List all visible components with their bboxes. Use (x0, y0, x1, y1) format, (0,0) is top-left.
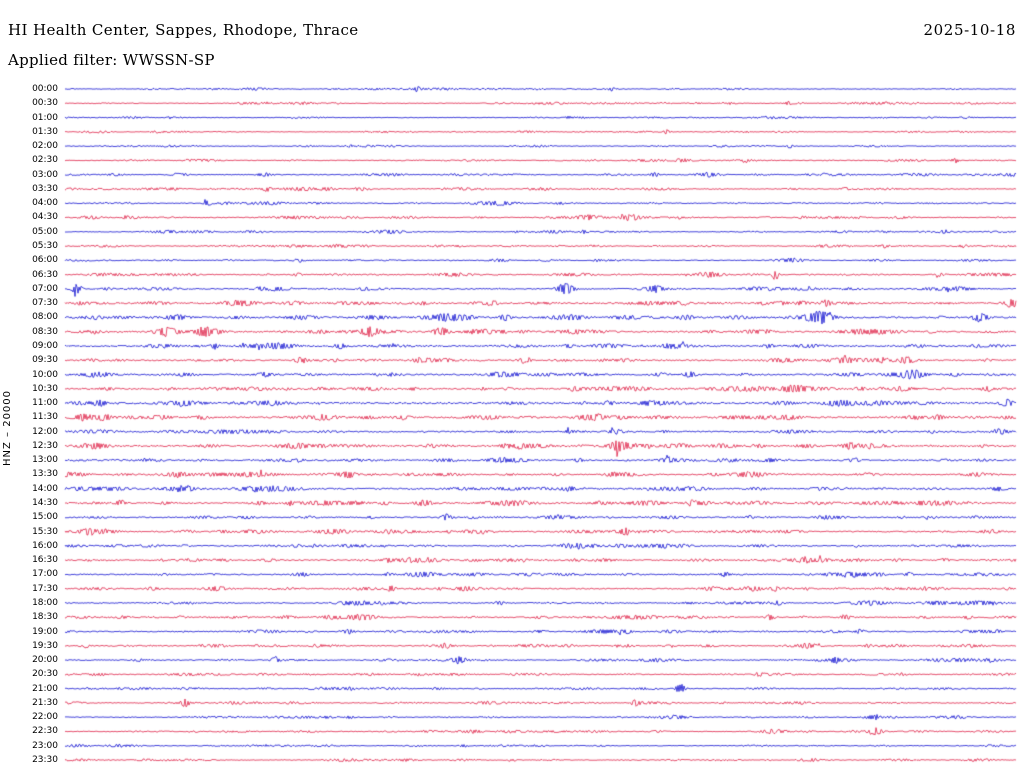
time-label: 02:30 (32, 155, 58, 166)
time-label: 06:30 (32, 269, 58, 280)
time-label: 20:30 (32, 669, 58, 680)
time-label: 05:00 (32, 226, 58, 237)
time-label: 08:30 (32, 326, 58, 337)
time-label: 17:30 (32, 583, 58, 594)
time-label: 09:00 (32, 340, 58, 351)
time-label: 03:30 (32, 183, 58, 194)
time-label: 02:00 (32, 141, 58, 152)
time-label: 00:30 (32, 98, 58, 109)
time-label: 18:30 (32, 612, 58, 623)
time-label: 15:00 (32, 512, 58, 523)
time-label: 07:00 (32, 283, 58, 294)
time-label: 16:30 (32, 555, 58, 566)
time-label: 14:00 (32, 483, 58, 494)
time-label: 21:00 (32, 683, 58, 694)
time-label: 11:30 (32, 412, 58, 423)
time-label: 04:00 (32, 198, 58, 209)
time-label: 00:00 (32, 84, 58, 94)
time-label: 10:30 (32, 383, 58, 394)
time-label: 01:30 (32, 126, 58, 137)
time-label: 07:30 (32, 298, 58, 309)
time-label: 17:00 (32, 569, 58, 580)
time-label: 03:00 (32, 169, 58, 180)
time-label: 05:30 (32, 241, 58, 252)
time-label: 21:30 (32, 697, 58, 708)
time-label: 19:00 (32, 626, 58, 637)
time-label: 10:00 (32, 369, 58, 380)
time-label: 19:30 (32, 640, 58, 651)
time-label: 22:30 (32, 726, 58, 737)
time-label: 15:30 (32, 526, 58, 537)
time-label: 08:00 (32, 312, 58, 323)
time-label: 12:00 (32, 426, 58, 437)
time-label: 23:30 (32, 755, 58, 766)
time-label: 11:00 (32, 398, 58, 409)
time-axis: 00:00 00:30 01:00 01:30 02:00 02:30 03:00 03:30… (0, 0, 60, 780)
time-label: 23:00 (32, 740, 58, 751)
time-label: 01:00 (32, 112, 58, 123)
time-label: 13:00 (32, 455, 58, 466)
time-label: 13:30 (32, 469, 58, 480)
time-label: 09:30 (32, 355, 58, 366)
time-label: 18:00 (32, 597, 58, 608)
time-label: 22:00 (32, 712, 58, 723)
time-label: 04:30 (32, 212, 58, 223)
time-label: 06:00 (32, 255, 58, 266)
time-label: 12:30 (32, 440, 58, 451)
time-label: 20:00 (32, 655, 58, 666)
time-label: 16:00 (32, 540, 58, 551)
time-label: 14:30 (32, 498, 58, 509)
